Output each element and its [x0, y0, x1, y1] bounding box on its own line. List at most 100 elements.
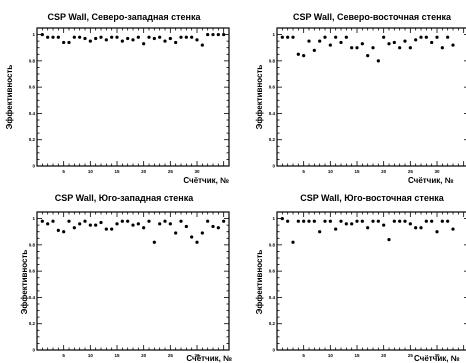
data-point: [158, 35, 162, 39]
y-tick-label: 0.6: [29, 269, 36, 274]
plot-frame: [36, 211, 230, 351]
data-point: [339, 219, 343, 223]
data-point: [302, 219, 306, 223]
data-point: [62, 40, 66, 45]
data-point: [355, 219, 359, 223]
data-point: [211, 32, 215, 37]
data-point: [222, 32, 226, 37]
y-tick-label: 0.8: [29, 58, 36, 63]
data-point: [435, 35, 439, 39]
y-tick-label: 0.6: [29, 85, 36, 90]
x-tick-label: 20: [141, 353, 147, 358]
data-point: [190, 35, 194, 39]
x-tick-label: 25: [168, 353, 174, 358]
data-point: [387, 42, 391, 46]
data-point: [350, 46, 354, 50]
data-point: [291, 240, 295, 244]
data-point: [94, 36, 98, 41]
data-point: [334, 227, 338, 231]
data-point: [142, 42, 146, 46]
y-axis-label: Эффективность: [255, 250, 264, 315]
data-point: [392, 40, 396, 45]
data-point: [99, 35, 103, 39]
data-point: [147, 219, 151, 223]
x-tick-label: 15: [354, 353, 360, 358]
y-tick-label: 1: [272, 32, 275, 37]
data-point: [168, 222, 172, 226]
data-point: [451, 227, 455, 231]
data-point: [184, 224, 188, 229]
data-point: [296, 52, 300, 56]
y-axis-label: Эффективность: [20, 250, 29, 315]
data-point: [88, 39, 92, 43]
y-tick-label: 0.8: [269, 58, 276, 63]
y-tick-label: 1: [32, 32, 35, 37]
chart-title: CSP Wall, Северо-западная стенка: [48, 12, 202, 22]
y-tick-label: 0.2: [269, 137, 276, 142]
chart-title: CSP Wall, Юго-западная стенка: [55, 193, 194, 203]
data-point: [46, 222, 50, 226]
y-tick-label: 0: [272, 164, 275, 169]
data-point: [168, 36, 172, 41]
data-point: [451, 43, 455, 47]
data-point: [323, 35, 327, 39]
plot-frame: [36, 27, 230, 167]
data-point: [56, 35, 60, 39]
panel-south-east: CSP Wall, Юго-восточная стенка Эффективн…: [255, 193, 466, 363]
data-point: [46, 35, 50, 39]
y-tick-label: 0: [32, 164, 35, 169]
data-point: [72, 35, 76, 39]
x-tick-label: 20: [141, 169, 147, 174]
y-tick-label: 0.4: [29, 111, 36, 116]
y-tick-label: 1: [32, 216, 35, 221]
data-point: [435, 230, 439, 234]
data-point: [83, 219, 87, 223]
data-point: [158, 222, 162, 226]
data-point: [163, 219, 167, 223]
x-axis-label: Счётчик, №: [183, 176, 229, 185]
data-point: [371, 219, 375, 223]
data-point: [403, 219, 407, 223]
data-point: [328, 43, 332, 47]
data-point: [83, 36, 87, 41]
data-point: [446, 219, 450, 223]
x-tick-label: 15: [114, 353, 120, 358]
data-point: [216, 226, 220, 230]
data-point: [152, 36, 156, 41]
y-tick-label: 0.2: [29, 137, 36, 142]
data-point: [280, 35, 284, 39]
data-point: [222, 219, 226, 223]
data-point: [446, 35, 450, 39]
data-point: [408, 222, 412, 226]
data-point: [136, 222, 140, 226]
data-point: [110, 227, 114, 231]
data-point: [195, 240, 199, 244]
data-point: [211, 224, 215, 229]
x-axis-label: Счётчик, №: [414, 354, 460, 363]
x-tick-label: 25: [168, 169, 174, 174]
y-tick-label: 0.4: [269, 295, 276, 300]
x-tick-label: 30: [194, 169, 200, 174]
data-point: [366, 226, 370, 230]
x-axis-label: Счётчик, №: [408, 176, 454, 185]
data-point: [62, 230, 66, 234]
x-tick-label: 5: [62, 169, 65, 174]
data-point: [328, 219, 332, 223]
data-point: [307, 39, 311, 43]
data-point: [398, 219, 402, 223]
y-tick-label: 0.8: [269, 242, 276, 247]
data-point: [216, 32, 220, 37]
panel-north-east: CSP Wall, Северо-восточная стенка Эффект…: [255, 12, 466, 185]
data-point: [382, 223, 386, 227]
data-point: [126, 36, 130, 41]
data-point: [376, 59, 380, 63]
data-point: [51, 35, 55, 39]
x-tick-label: 15: [354, 169, 360, 174]
data-point: [414, 226, 418, 230]
y-tick-label: 0: [32, 348, 35, 353]
y-tick-label: 0.6: [269, 85, 276, 90]
data-point: [67, 219, 71, 223]
data-point: [120, 219, 124, 223]
data-point: [366, 54, 370, 58]
data-point: [206, 219, 210, 223]
